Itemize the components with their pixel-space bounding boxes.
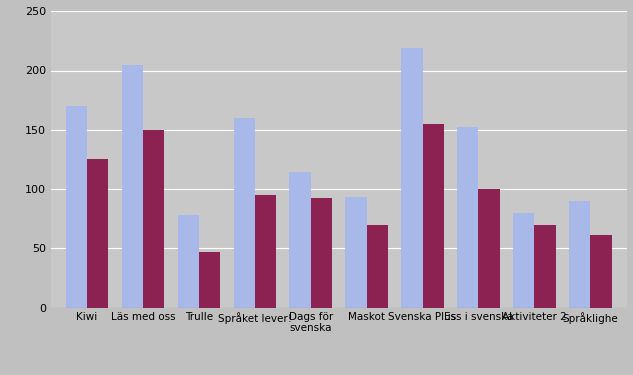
Bar (254, 195, 276, 308)
Bar (367, 225, 388, 308)
Bar (534, 225, 556, 308)
Bar (66, 106, 87, 307)
Bar (423, 124, 444, 308)
Bar (346, 197, 367, 308)
Bar (234, 118, 254, 308)
Bar (199, 252, 220, 308)
Bar (178, 215, 199, 308)
Bar (591, 235, 611, 308)
Bar (87, 159, 108, 308)
Bar (513, 213, 534, 308)
Bar (479, 189, 499, 308)
Bar (311, 198, 332, 308)
Bar (457, 128, 479, 308)
Bar (401, 48, 423, 308)
Bar (289, 172, 311, 308)
Bar (143, 130, 164, 308)
Bar (569, 201, 591, 308)
Bar (122, 64, 143, 308)
